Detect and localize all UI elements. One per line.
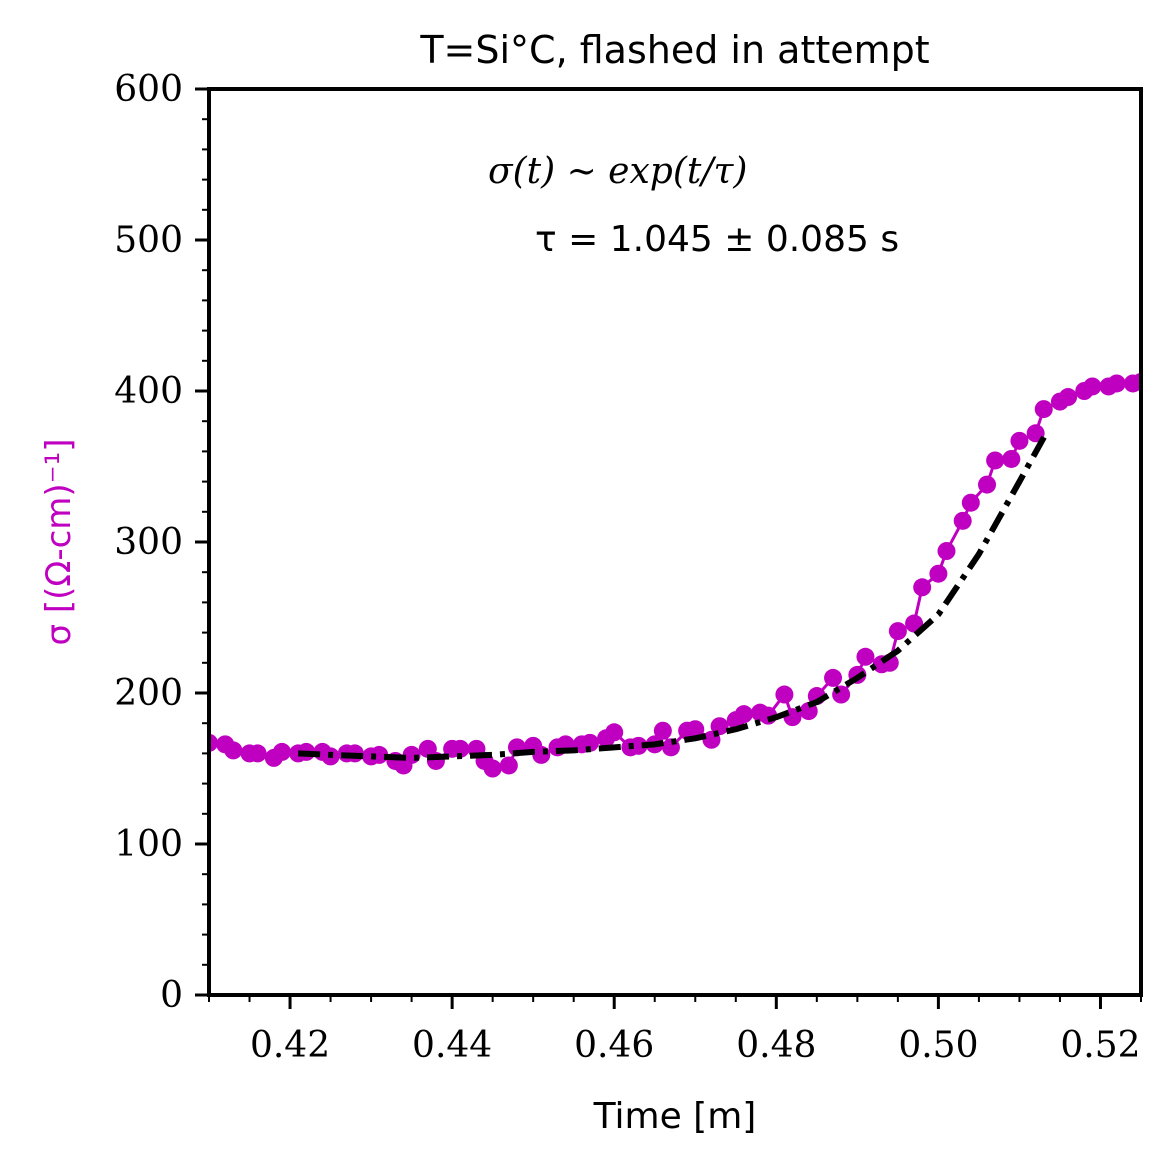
data-point: [653, 721, 672, 740]
data-point: [1132, 372, 1141, 391]
data-point: [775, 685, 794, 704]
data-point: [1107, 374, 1126, 393]
tau-annotation: τ = 1.045 ± 0.085 s: [535, 219, 899, 260]
data-series-line: [209, 380, 1141, 771]
data-point: [272, 742, 291, 761]
y-tick-label: 400: [114, 371, 183, 412]
data-point: [986, 451, 1005, 470]
y-tick-label: 600: [114, 69, 183, 110]
y-axis: 0 100 200 300 400 500 600: [114, 69, 209, 1016]
x-axis: 0.42 0.44 0.46 0.48 0.50 0.52: [208, 995, 1142, 1066]
series-layer: [209, 372, 1141, 778]
data-point: [1026, 424, 1045, 443]
data-point: [953, 511, 972, 530]
fit-layer: [298, 428, 1051, 761]
data-point: [1010, 431, 1029, 450]
fit-curve: [298, 428, 1051, 761]
y-axis-label: σ [(Ω-cm)⁻¹]: [39, 438, 79, 645]
data-point: [451, 739, 470, 758]
data-point: [734, 705, 753, 724]
chart-title: T=Si°C, flashed in attempt: [419, 28, 929, 72]
data-point: [961, 493, 980, 512]
data-point: [224, 741, 243, 760]
data-point: [856, 647, 875, 666]
data-point: [929, 564, 948, 583]
x-tick-label: 0.44: [412, 1025, 492, 1066]
data-point: [905, 614, 924, 633]
data-point: [937, 542, 956, 561]
data-point: [1002, 449, 1021, 468]
data-point: [605, 723, 624, 742]
y-tick-label: 500: [114, 220, 183, 261]
y-tick-label: 0: [160, 975, 183, 1016]
data-point: [629, 736, 648, 755]
x-tick-label: 0.46: [574, 1025, 654, 1066]
x-tick-label: 0.50: [898, 1025, 978, 1066]
data-point: [799, 702, 818, 721]
data-point: [661, 738, 680, 757]
data-point: [710, 717, 729, 736]
data-point: [248, 744, 267, 763]
y-tick-label: 100: [114, 824, 183, 865]
formula-annotation: σ(t) ~ exp(t/τ): [488, 151, 747, 192]
y-tick-label: 300: [114, 522, 183, 563]
data-point: [913, 578, 932, 597]
data-point: [686, 720, 705, 739]
data-point: [888, 622, 907, 641]
data-point: [209, 733, 218, 752]
data-point: [483, 759, 502, 778]
x-tick-label: 0.42: [250, 1025, 330, 1066]
data-point: [824, 668, 843, 687]
data-point: [580, 733, 599, 752]
data-point: [1034, 400, 1053, 419]
x-tick-label: 0.52: [1060, 1025, 1140, 1066]
x-tick-label: 0.48: [736, 1025, 816, 1066]
data-point: [1083, 377, 1102, 396]
data-point: [499, 756, 518, 775]
data-point: [978, 475, 997, 494]
data-point: [1059, 388, 1078, 407]
x-axis-label: Time [m]: [593, 1096, 757, 1137]
y-tick-label: 200: [114, 673, 183, 714]
